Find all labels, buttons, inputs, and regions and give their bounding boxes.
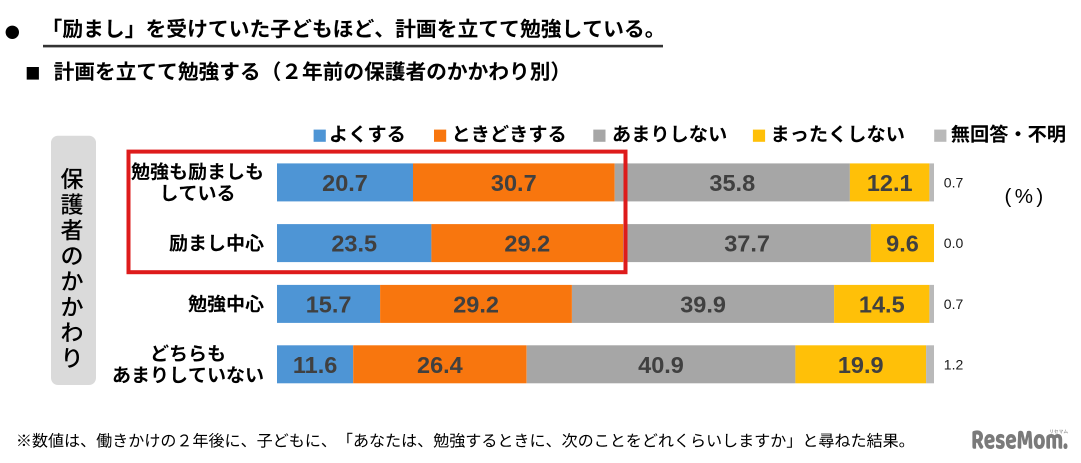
svg-text:20.7: 20.7 <box>322 170 368 196</box>
svg-text:30.7: 30.7 <box>491 170 537 196</box>
svg-text:0.7: 0.7 <box>944 175 964 191</box>
svg-text:1.2: 1.2 <box>944 356 964 372</box>
svg-text:35.8: 35.8 <box>709 170 755 196</box>
svg-text:(%): (%) <box>1005 185 1047 208</box>
svg-text:29.2: 29.2 <box>504 231 550 257</box>
svg-text:12.1: 12.1 <box>867 170 913 196</box>
svg-text:37.7: 37.7 <box>724 231 770 257</box>
svg-text:26.4: 26.4 <box>417 352 463 378</box>
svg-text:0.7: 0.7 <box>944 296 964 312</box>
svg-text:40.9: 40.9 <box>638 352 684 378</box>
svg-text:11.6: 11.6 <box>293 352 337 378</box>
svg-text:9.6: 9.6 <box>886 231 919 257</box>
svg-text:29.2: 29.2 <box>453 292 499 318</box>
svg-text:39.9: 39.9 <box>680 292 726 318</box>
svg-text:15.7: 15.7 <box>306 292 352 318</box>
svg-text:23.5: 23.5 <box>331 231 377 257</box>
svg-text:0.0: 0.0 <box>944 235 964 251</box>
svg-text:14.5: 14.5 <box>859 292 905 318</box>
svg-text:19.9: 19.9 <box>838 352 884 378</box>
